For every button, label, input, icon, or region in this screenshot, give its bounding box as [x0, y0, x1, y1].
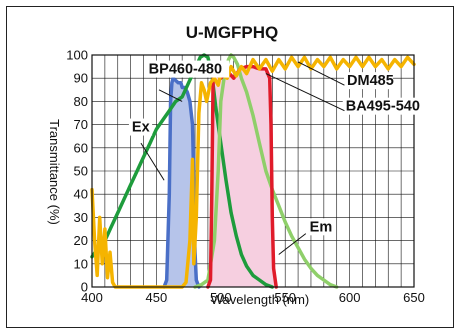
- label-leader-line: [140, 142, 165, 181]
- x-tick-label: 400: [81, 290, 103, 305]
- label-bg-bp460-480: [145, 60, 230, 78]
- plot-border: [91, 54, 415, 288]
- y-tick-label: 0: [81, 280, 88, 295]
- y-tick-label: 10: [74, 256, 88, 271]
- label-bg-ba495-540: [342, 97, 427, 115]
- x-tick-label: 500: [210, 290, 232, 305]
- y-tick-label: 60: [74, 140, 88, 155]
- y-axis-label: Transmittance (%): [47, 119, 62, 225]
- label-leader-line: [158, 89, 183, 102]
- label-bg-ex: [128, 118, 153, 136]
- y-tick-label: 100: [66, 48, 88, 63]
- label-ba495-540: BA495-540: [346, 99, 420, 115]
- y-tick-label: 40: [74, 187, 88, 202]
- x-axis-label: Wavelength (nm): [211, 292, 310, 307]
- y-tick-label: 90: [74, 71, 88, 86]
- label-leader-line: [297, 61, 345, 86]
- curve-em: [193, 53, 339, 289]
- x-tick-label: 600: [339, 290, 361, 305]
- label-em: Em: [310, 219, 333, 235]
- axes: 400 450 500 550 600 650 0 10 20 30 40 50 60 70 80 90 100: [66, 48, 425, 306]
- label-leader-line: [265, 73, 345, 112]
- curve-labels: BP460-480 DM485 BA495-540 Ex Em: [128, 60, 427, 255]
- x-tick-label: 650: [403, 290, 425, 305]
- y-tick-label: 20: [74, 233, 88, 248]
- y-tick-label: 70: [74, 117, 88, 132]
- label-bg-dm485: [344, 72, 394, 90]
- chart-title: U-MGFPHQ: [186, 23, 279, 42]
- x-tick-label: 550: [274, 290, 296, 305]
- label-bg-em: [306, 218, 330, 236]
- y-tick-label: 80: [74, 94, 88, 109]
- y-tick-label: 50: [74, 164, 88, 179]
- label-leader-line: [278, 233, 307, 255]
- label-dm485: DM485: [347, 73, 394, 89]
- fill-ba495-540: [207, 66, 277, 287]
- label-bp460-480: BP460-480: [149, 62, 222, 78]
- label-ex: Ex: [132, 120, 150, 136]
- x-tick-label: 450: [146, 290, 168, 305]
- y-tick-label: 30: [74, 210, 88, 225]
